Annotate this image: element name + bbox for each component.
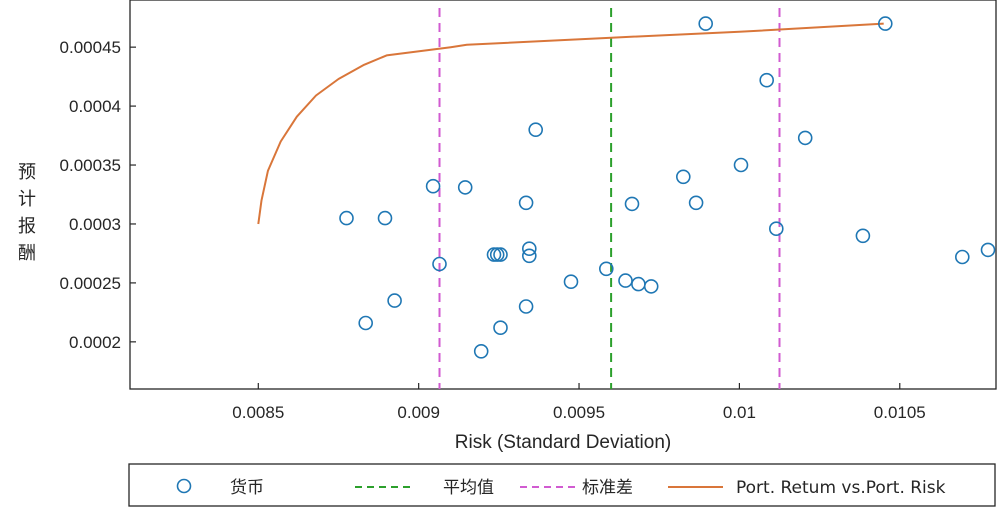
scatter-point bbox=[698, 16, 714, 31]
y-tick-label: 0.00035 bbox=[60, 156, 121, 175]
legend-label-frontier: Port. Retum vs.Port. Risk bbox=[736, 478, 946, 498]
scatter-point bbox=[643, 279, 659, 294]
scatter-point bbox=[980, 242, 996, 258]
x-axis-ticks: 0.0085 0.009 0.0095 0.01 0.0105 bbox=[232, 383, 926, 422]
y-tick-label: 0.0003 bbox=[69, 215, 121, 234]
scatter-point bbox=[518, 195, 534, 211]
legend-marker-currency bbox=[176, 478, 192, 494]
scatter-point bbox=[521, 241, 537, 256]
scatter-point bbox=[425, 178, 441, 194]
x-tick-label: 0.01 bbox=[723, 403, 756, 422]
scatter-point bbox=[518, 299, 534, 314]
scatter-point bbox=[339, 210, 354, 226]
legend-label-std: 标准差 bbox=[582, 478, 633, 498]
scatter-point bbox=[954, 249, 970, 265]
scatter-point bbox=[387, 293, 402, 308]
x-axis-title: Risk (Standard Deviation) bbox=[455, 432, 671, 453]
scatter-point bbox=[759, 72, 775, 88]
scatter-point bbox=[493, 247, 508, 262]
y-tick-label: 0.0002 bbox=[69, 333, 121, 352]
frontier-curve-layer bbox=[257, 22, 884, 225]
reference-lines-layer bbox=[438, 8, 781, 389]
scatter-point bbox=[493, 320, 508, 336]
scatter-point bbox=[688, 195, 704, 211]
scatter-point bbox=[624, 196, 640, 212]
scatter-point bbox=[598, 261, 614, 277]
scatter-point bbox=[521, 248, 537, 264]
y-tick-label: 0.00045 bbox=[60, 38, 121, 57]
x-tick-label: 0.009 bbox=[397, 403, 440, 422]
scatter-point bbox=[855, 228, 871, 244]
y-tick-label: 0.0004 bbox=[69, 97, 121, 116]
scatter-point bbox=[457, 180, 473, 195]
legend-label-currency: 货币 bbox=[230, 478, 264, 498]
scatter-point bbox=[675, 169, 691, 185]
x-tick-label: 0.0105 bbox=[874, 403, 926, 422]
y-axis-title-char: 预 bbox=[18, 162, 36, 183]
scatter-point bbox=[733, 157, 749, 173]
y-axis-title-char: 报 bbox=[18, 216, 36, 237]
y-axis-title-char: 酬 bbox=[18, 243, 36, 264]
scatter-point bbox=[768, 221, 784, 236]
scatter-points-layer bbox=[339, 16, 996, 359]
plot-area bbox=[129, 0, 997, 390]
scatter-point bbox=[563, 274, 579, 290]
scatter-point bbox=[377, 210, 393, 226]
y-axis-ticks: 0.0002 0.00025 0.0003 0.00035 0.0004 0.00045 bbox=[60, 38, 136, 352]
y-tick-label: 0.00025 bbox=[60, 274, 121, 293]
scatter-point bbox=[358, 315, 374, 331]
scatter-point bbox=[432, 256, 447, 272]
scatter-point bbox=[473, 343, 489, 359]
x-tick-label: 0.0085 bbox=[232, 403, 284, 422]
legend-label-mean: 平均值 bbox=[443, 478, 494, 498]
legend: 货币 平均值 标准差 Port. Retum vs.Port. Risk bbox=[128, 463, 996, 507]
x-tick-label: 0.0095 bbox=[553, 403, 605, 422]
frontier-curve bbox=[257, 22, 884, 225]
scatter-point bbox=[797, 130, 813, 146]
scatter-point bbox=[528, 122, 544, 137]
scatter-point bbox=[877, 16, 893, 31]
legend-box bbox=[128, 463, 996, 507]
y-axis-title-char: 计 bbox=[18, 189, 36, 210]
